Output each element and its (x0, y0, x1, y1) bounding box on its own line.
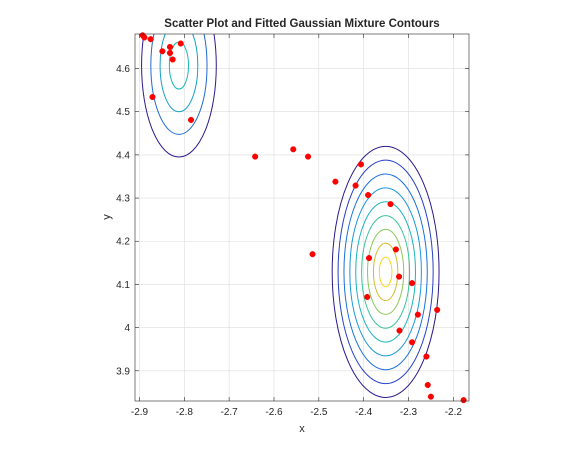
y-tick-label: 4.1 (116, 280, 130, 291)
y-tick-label: 4 (124, 323, 130, 334)
data-point (147, 36, 154, 43)
data-point (434, 306, 441, 313)
data-point (365, 255, 373, 262)
data-point (305, 153, 312, 160)
data-point (414, 311, 421, 318)
data-point (166, 49, 174, 57)
x-tick-label: -2.2 (445, 407, 463, 418)
y-tick-label: 4.5 (116, 107, 130, 118)
x-tick-label: -2.3 (400, 407, 418, 418)
data-point (364, 293, 371, 300)
contour-line (331, 145, 440, 398)
contour-line (361, 215, 411, 329)
contour-line (337, 159, 434, 385)
data-point (309, 251, 316, 258)
axes-box (134, 33, 470, 402)
y-tick-label: 4.6 (116, 64, 130, 75)
data-point (169, 56, 176, 63)
data-point (149, 93, 156, 101)
data-point (141, 34, 148, 41)
data-point (166, 43, 174, 51)
contour-line (159, 34, 199, 113)
data-point (392, 246, 399, 253)
x-tick-label: -2.4 (355, 407, 373, 418)
contour-line (150, 34, 208, 135)
axis-ticks: -2.9 -2.8 -2.7 -2.6 -2.5 -2.4 -2.3 -2.2 3.9 4 4.1 4… (116, 34, 469, 418)
data-point (409, 339, 416, 346)
data-point (460, 397, 467, 404)
x-tick-label: -2.7 (221, 407, 239, 418)
contour-line (372, 242, 399, 302)
data-point (396, 273, 403, 280)
data-point (409, 280, 416, 287)
y-tick-label: 4.2 (116, 237, 130, 248)
data-point (423, 353, 430, 360)
scatter-points (139, 32, 467, 404)
y-tick-label: 3.9 (116, 366, 130, 377)
plot-area: -2.9 -2.8 -2.7 -2.6 -2.5 -2.4 -2.3 -2.2 3.9 4 4.1 4… (116, 32, 470, 418)
data-point (427, 393, 434, 400)
data-point (187, 116, 195, 123)
axes-background (135, 34, 469, 401)
data-point (332, 178, 339, 185)
chart-title: Scatter Plot and Fitted Gaussian Mixture… (164, 18, 439, 30)
contour-line (343, 173, 428, 371)
contour-line (355, 201, 416, 343)
data-point (352, 182, 359, 189)
data-point (357, 161, 365, 168)
x-tick-label: -2.5 (310, 407, 328, 418)
contour-line (378, 256, 393, 288)
data-point (290, 146, 297, 153)
y-tick-label: 4.4 (116, 150, 130, 161)
y-axis-label: y (101, 214, 113, 220)
contour-line (141, 34, 217, 158)
data-point (159, 48, 166, 55)
data-point (424, 381, 431, 389)
x-tick-label: -2.9 (131, 407, 149, 418)
x-tick-label: -2.6 (265, 407, 283, 418)
x-axis-label: x (299, 423, 305, 435)
x-tick-label: -2.8 (176, 407, 194, 418)
data-point (252, 153, 259, 160)
contour-line (349, 187, 422, 357)
contour-line (367, 228, 405, 315)
data-point (365, 191, 372, 199)
data-point (177, 40, 184, 47)
data-point (396, 327, 403, 334)
data-point (387, 201, 394, 208)
y-tick-label: 4.3 (116, 194, 130, 205)
